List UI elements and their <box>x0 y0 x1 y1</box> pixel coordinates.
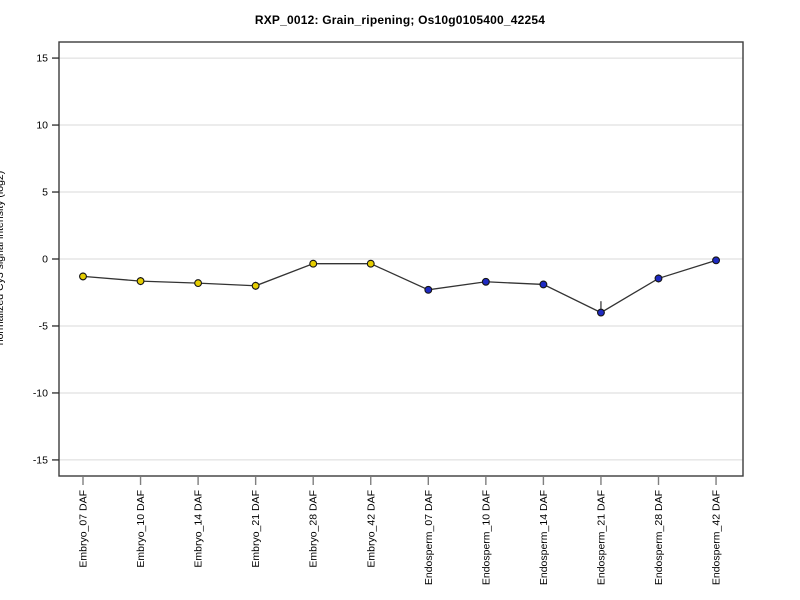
y-tick-label: 15 <box>36 53 48 65</box>
data-line <box>82 259 717 314</box>
chart-title: RXP_0012: Grain_ripening; Os10g0105400_4… <box>254 13 546 27</box>
x-tick-label: Embryo_21 DAF <box>250 490 262 568</box>
y-tick-label: 0 <box>42 254 48 266</box>
x-tick-label: Embryo_42 DAF <box>365 490 377 568</box>
y-tick-label: -15 <box>33 454 48 466</box>
x-tick-label: Embryo_07 DAF <box>78 490 90 568</box>
data-point <box>712 256 720 265</box>
data-point <box>309 259 318 268</box>
y-tick-label: 10 <box>36 120 48 132</box>
data-point <box>424 285 433 294</box>
data-point <box>539 280 548 289</box>
data-point <box>79 272 87 281</box>
data-point <box>366 259 375 268</box>
x-tick-label: Endosperm_42 DAF <box>711 490 723 585</box>
x-tick-label: Endosperm_07 DAF <box>423 490 435 585</box>
data-point <box>596 308 605 317</box>
y-tick-label: -10 <box>33 387 48 399</box>
data-point <box>136 277 145 286</box>
data-point <box>251 281 260 290</box>
x-tick-label: Endosperm_10 DAF <box>480 490 492 585</box>
x-tick-label: Embryo_28 DAF <box>308 490 320 568</box>
x-tick-label: Embryo_10 DAF <box>135 490 147 568</box>
y-tick-label: -5 <box>39 320 48 332</box>
x-tick-label: Embryo_14 DAF <box>193 490 205 568</box>
x-tick-label: Endosperm_28 DAF <box>653 490 665 585</box>
x-tick-label: Endosperm_21 DAF <box>595 490 607 585</box>
y-tick-label: 5 <box>42 187 48 199</box>
x-tick-label: Endosperm_14 DAF <box>538 490 550 585</box>
data-point <box>194 279 203 288</box>
data-point <box>654 274 663 283</box>
data-point <box>481 277 490 286</box>
